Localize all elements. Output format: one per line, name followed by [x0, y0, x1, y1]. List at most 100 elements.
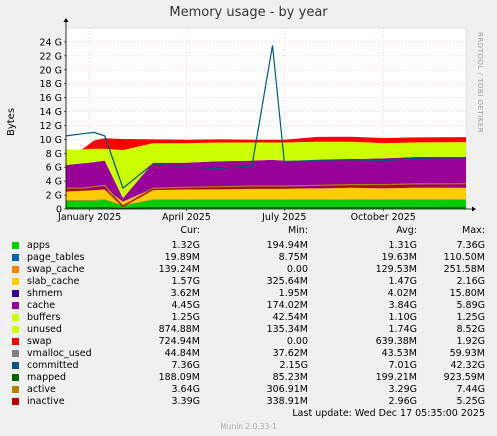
- legend-min-value: 135.34M: [266, 324, 308, 335]
- legend-label: shmem: [27, 288, 63, 299]
- legend-swatch: [12, 242, 19, 249]
- line-inactive: [65, 184, 467, 207]
- legend-row: inactive 3.39G 338.91M 2.96G 5.25G: [0, 396, 497, 408]
- legend-max-value: 7.36G: [456, 240, 485, 251]
- legend-cur-value: 3.64G: [171, 384, 200, 395]
- legend-swatch: [12, 254, 19, 261]
- area-apps: [66, 199, 466, 209]
- legend-min-value: 1.95M: [278, 288, 308, 299]
- legend-min-value: 8.75M: [278, 252, 308, 263]
- legend-avg-value: 3.84G: [388, 300, 417, 311]
- y-tick-label: 20 G: [40, 65, 62, 76]
- legend-max-value: 59.93M: [449, 348, 485, 359]
- legend-min-value: 0.00: [286, 264, 308, 275]
- x-tick-label: April 2025: [162, 212, 211, 223]
- legend-label: mapped: [27, 372, 67, 383]
- col-avg: Avg:: [396, 225, 417, 236]
- legend-avg-value: 19.63M: [381, 252, 417, 263]
- legend-max-value: 8.52G: [456, 324, 485, 335]
- legend-cur-value: 1.25G: [171, 312, 200, 323]
- legend-label: cache: [27, 300, 56, 311]
- legend-avg-value: 1.47G: [388, 276, 417, 287]
- stacked-areas: [66, 136, 466, 209]
- area-buffers: [66, 148, 466, 199]
- legend-max-value: 42.32G: [450, 360, 485, 371]
- legend-cur-value: 1.57G: [171, 276, 200, 287]
- legend-avg-value: 3.29G: [388, 384, 417, 395]
- y-tick-label: 14 G: [40, 107, 62, 118]
- legend-swatch: [12, 302, 19, 309]
- legend-row: active 3.64G 306.91M 3.29G 7.44G: [0, 384, 497, 396]
- legend-row: buffers 1.25G 42.54M 1.10G 1.25G: [0, 312, 497, 324]
- legend-row: mapped 188.09M 85.23M 199.21M 923.59M: [0, 372, 497, 384]
- legend-header: Cur: Min: Avg: Max:: [0, 225, 497, 237]
- legend-swatch: [12, 326, 19, 333]
- legend-max-value: 1.92G: [456, 336, 485, 347]
- line-active: [66, 183, 467, 207]
- x-tick-label: October 2025: [351, 212, 416, 223]
- y-tick-label: 24 G: [40, 37, 62, 48]
- legend-min-value: 2.15G: [279, 360, 308, 371]
- legend-avg-value: 199.21M: [375, 372, 417, 383]
- legend-avg-value: 2.96G: [388, 396, 417, 407]
- legend-min-value: 338.91M: [266, 396, 308, 407]
- area-swap_cache: [66, 198, 466, 206]
- legend-row: vmalloc_used 44.84M 37.62M 43.53M 59.93M: [0, 348, 497, 360]
- legend-label: vmalloc_used: [27, 348, 92, 359]
- legend-cur-value: 7.36G: [171, 360, 200, 371]
- legend-min-value: 37.62M: [272, 348, 308, 359]
- col-min: Min:: [287, 225, 308, 236]
- legend-label: committed: [27, 360, 79, 371]
- legend-max-value: 2.16G: [456, 276, 485, 287]
- y-axis-arrow: [63, 18, 69, 22]
- legend-label: inactive: [27, 396, 65, 407]
- x-tick-label: July 2025: [261, 212, 306, 223]
- legend-label: apps: [27, 240, 50, 251]
- legend-label: swap_cache: [27, 264, 85, 275]
- legend-avg-value: 43.53M: [381, 348, 417, 359]
- legend-row: page_tables 19.89M 8.75M 19.63M 110.50M: [0, 252, 497, 264]
- area-slab_cache: [66, 187, 466, 206]
- legend-cur-value: 874.88M: [158, 324, 200, 335]
- legend-avg-value: 1.31G: [388, 240, 417, 251]
- legend-row: swap 724.94M 0.00 639.38M 1.92G: [0, 336, 497, 348]
- legend-swatch: [12, 374, 19, 381]
- legend-max-value: 1.25G: [456, 312, 485, 323]
- legend-label: slab_cache: [27, 276, 80, 287]
- x-tick-label: January 2025: [57, 212, 121, 223]
- y-tick-label: 16 G: [40, 93, 62, 104]
- legend-row: cache 4.45G 174.02M 3.84G 5.89G: [0, 300, 497, 312]
- legend-min-value: 42.54M: [272, 312, 308, 323]
- legend-cur-value: 19.89M: [164, 252, 200, 263]
- legend-label: swap: [27, 336, 52, 347]
- col-cur: Cur:: [180, 225, 200, 236]
- legend-cur-value: 188.09M: [158, 372, 200, 383]
- legend-min-value: 0.00: [286, 336, 308, 347]
- y-tick-label: 12 G: [40, 121, 62, 132]
- legend-min-value: 325.64M: [266, 276, 308, 287]
- area-unused: [66, 141, 466, 198]
- y-tick-label: 22 G: [40, 51, 62, 62]
- legend-avg-value: 639.38M: [375, 336, 417, 347]
- legend-max-value: 110.50M: [443, 252, 485, 263]
- legend-row: unused 874.88M 135.34M 1.74G 8.52G: [0, 324, 497, 336]
- legend-max-value: 251.58M: [443, 264, 485, 275]
- legend-label: active: [27, 384, 56, 395]
- y-tick-label: 10 G: [40, 135, 62, 146]
- col-max: Max:: [462, 225, 485, 236]
- area-cache: [66, 156, 466, 202]
- legend-swatch: [12, 290, 19, 297]
- legend-min-value: 194.94M: [266, 240, 308, 251]
- legend-swatch: [12, 266, 19, 273]
- legend-max-value: 15.80M: [449, 288, 485, 299]
- line-series: [65, 45, 467, 209]
- legend-cur-value: 3.62M: [170, 288, 200, 299]
- line-committed: [65, 45, 467, 190]
- legend-cur-value: 4.45G: [171, 300, 200, 311]
- legend-swatch: [12, 314, 19, 321]
- y-axis-label: Bytes: [6, 108, 17, 136]
- legend-avg-value: 7.01G: [388, 360, 417, 371]
- legend-max-value: 5.89G: [456, 300, 485, 311]
- rrdtool-watermark: RRDTOOL / TOBI OETIKER: [476, 32, 484, 134]
